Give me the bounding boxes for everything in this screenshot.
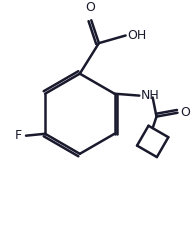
Text: F: F	[15, 129, 22, 142]
Text: OH: OH	[128, 29, 147, 42]
Text: O: O	[180, 106, 190, 119]
Text: O: O	[85, 0, 95, 14]
Text: NH: NH	[141, 89, 160, 102]
